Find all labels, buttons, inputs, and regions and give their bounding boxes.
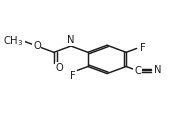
Text: CH$_3$: CH$_3$ — [3, 35, 24, 48]
Text: F: F — [70, 71, 75, 81]
Text: O: O — [55, 63, 63, 73]
Text: N: N — [154, 65, 161, 75]
Text: O: O — [33, 41, 41, 51]
Text: C: C — [134, 66, 141, 76]
Text: N: N — [67, 35, 75, 45]
Text: F: F — [140, 43, 146, 53]
